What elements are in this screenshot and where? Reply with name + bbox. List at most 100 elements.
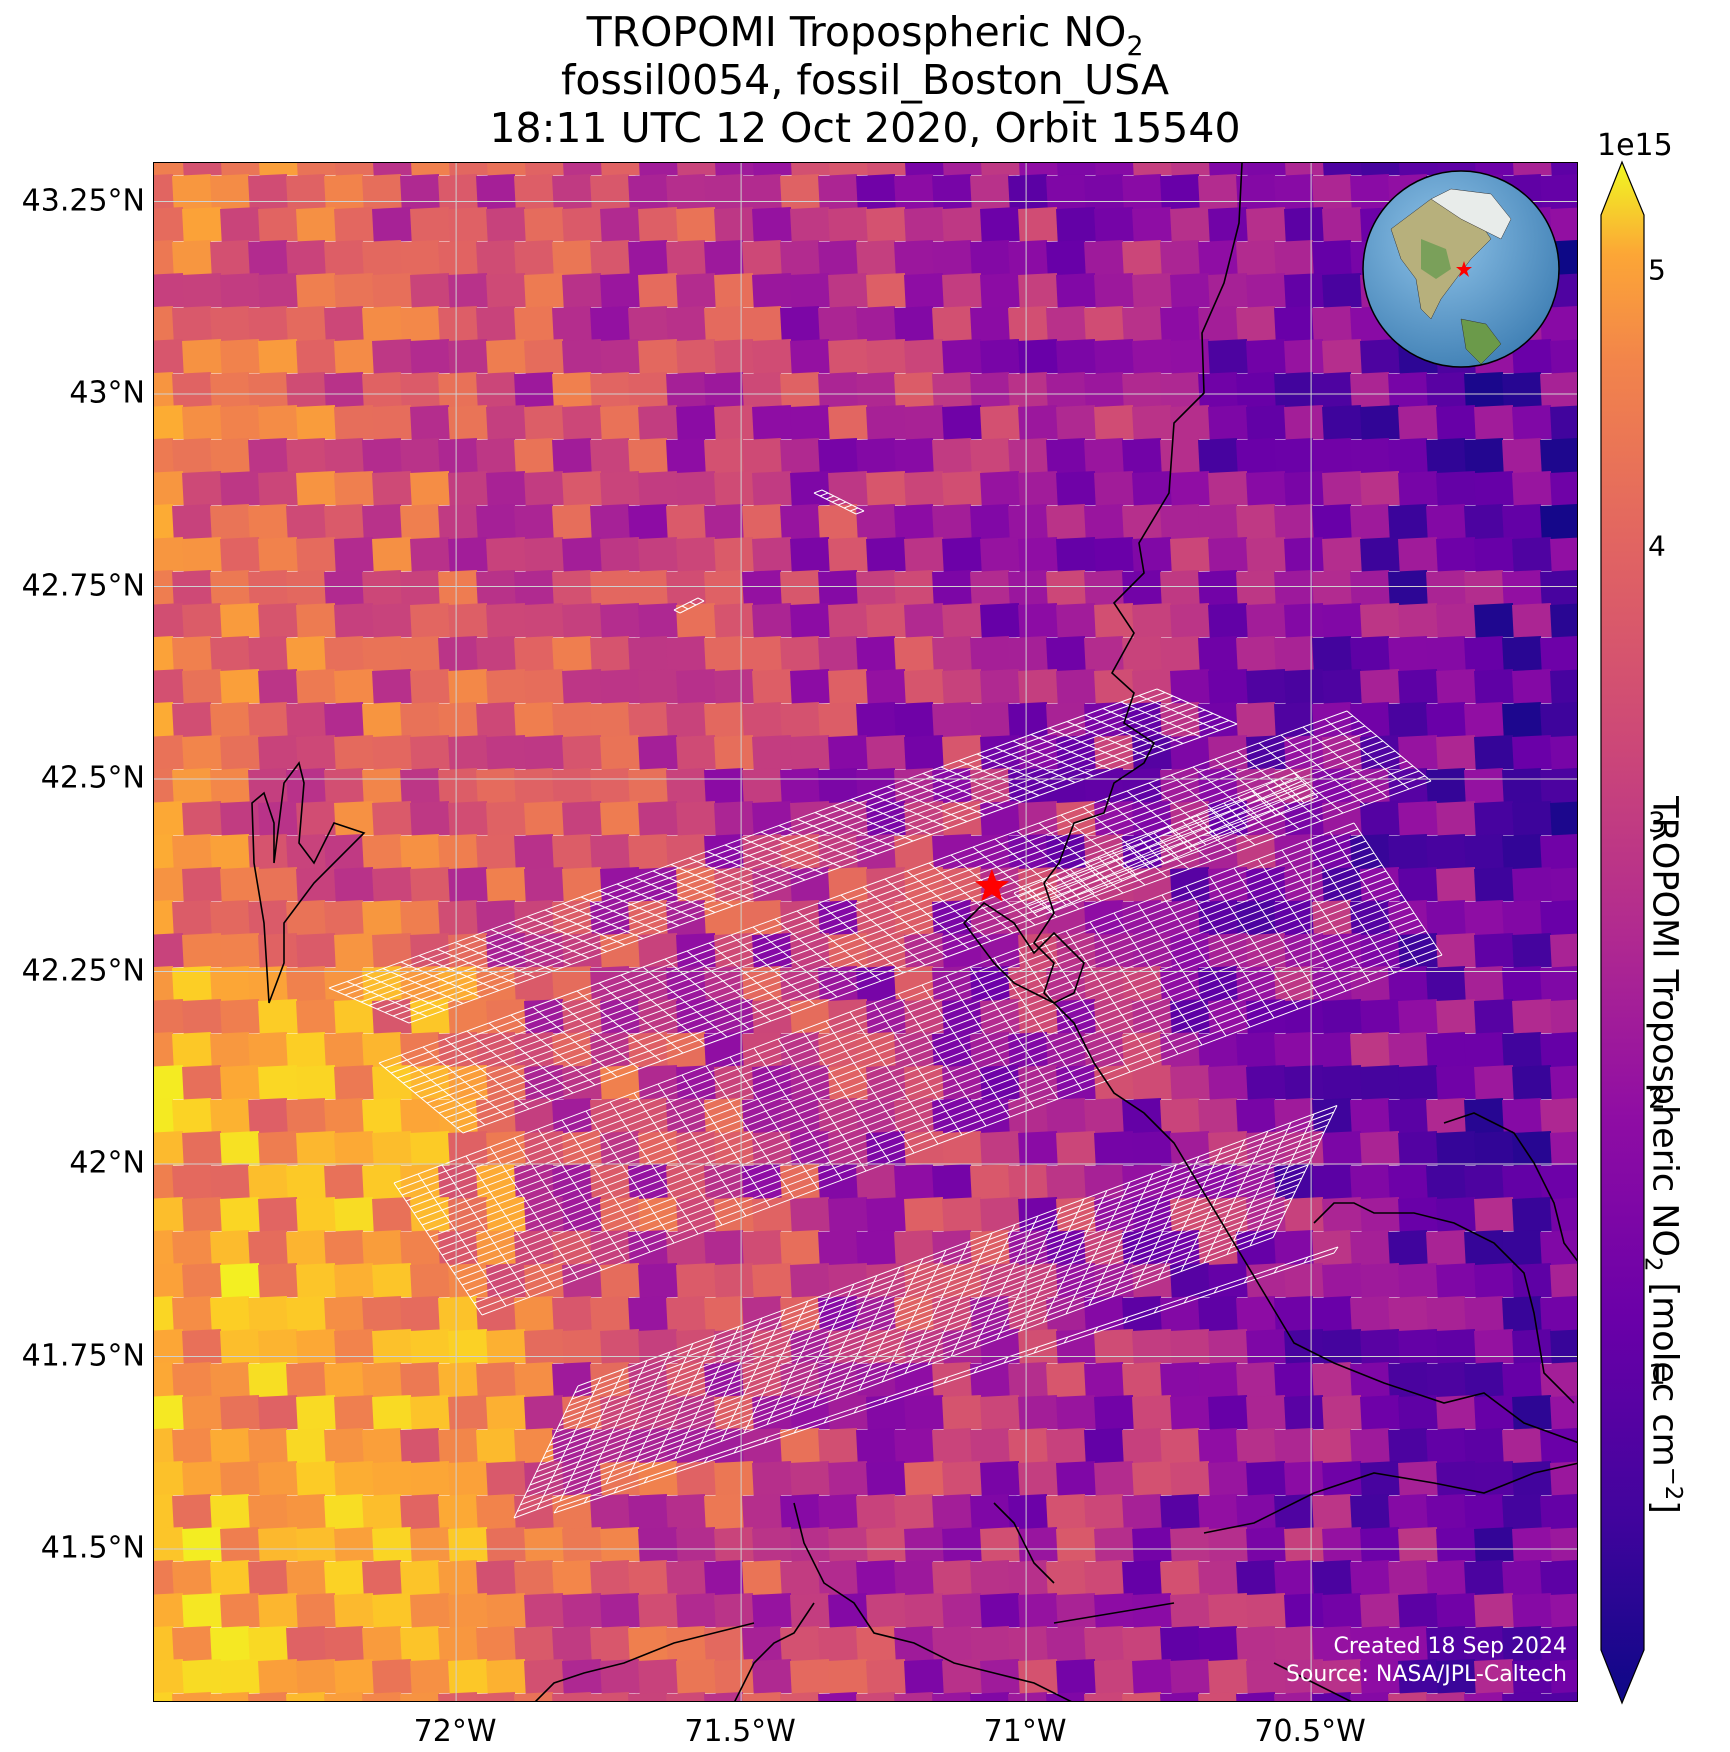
no2-pixel xyxy=(447,272,489,309)
no2-pixel xyxy=(258,1592,299,1629)
no2-pixel xyxy=(1046,1361,1087,1398)
no2-pixel xyxy=(780,239,821,276)
no2-pixel xyxy=(562,668,603,705)
no2-pixel xyxy=(1512,866,1553,903)
no2-pixel xyxy=(334,998,375,1035)
no2-pixel xyxy=(780,305,821,342)
no2-pixel xyxy=(1093,866,1135,903)
no2-pixel xyxy=(1359,734,1401,771)
no2-pixel xyxy=(1008,1625,1049,1662)
no2-pixel xyxy=(1511,1328,1553,1365)
no2-pixel xyxy=(741,305,783,342)
no2-pixel xyxy=(742,437,783,474)
no2-pixel xyxy=(1388,767,1429,804)
no2-pixel xyxy=(1426,833,1467,870)
no2-pixel xyxy=(1511,1526,1553,1563)
no2-pixel xyxy=(1046,833,1087,870)
no2-pixel xyxy=(1350,635,1391,672)
no2-pixel xyxy=(1473,536,1515,573)
no2-pixel xyxy=(1283,1064,1325,1101)
no2-pixel xyxy=(790,1064,831,1101)
no2-pixel xyxy=(524,1526,565,1563)
no2-pixel xyxy=(638,163,679,177)
islands-south xyxy=(1053,1462,1577,1701)
no2-pixel xyxy=(1540,1031,1577,1068)
no2-pixel xyxy=(296,1394,337,1431)
no2-pixel xyxy=(1464,1361,1505,1398)
no2-pixel xyxy=(856,833,897,870)
footprint-line xyxy=(703,1456,709,1464)
no2-pixel xyxy=(790,866,831,903)
no2-pixel xyxy=(1502,767,1543,804)
no2-pixel xyxy=(1312,1427,1353,1464)
no2-pixel xyxy=(1540,569,1577,606)
no2-pixel xyxy=(666,1691,707,1701)
no2-pixel xyxy=(980,1592,1021,1629)
no2-pixel xyxy=(1274,437,1315,474)
no2-pixel xyxy=(220,734,261,771)
no2-pixel xyxy=(1312,1163,1353,1200)
no2-pixel xyxy=(866,163,907,177)
footprint-line xyxy=(469,936,1431,1298)
no2-pixel xyxy=(400,1559,441,1596)
no2-pixel xyxy=(210,1493,251,1530)
footprint-line xyxy=(417,858,1379,1220)
lat-tick-label: 43°N xyxy=(69,375,145,411)
no2-pixel xyxy=(970,503,1011,540)
no2-pixel xyxy=(154,1295,175,1332)
no2-pixel xyxy=(1018,1592,1059,1629)
no2-pixel xyxy=(476,371,517,408)
no2-pixel xyxy=(154,1064,185,1101)
no2-pixel xyxy=(1198,569,1239,606)
footprint-line xyxy=(1017,776,1299,898)
no2-pixel xyxy=(154,1460,185,1497)
no2-pixel xyxy=(970,1691,1011,1701)
no2-pixel xyxy=(1132,163,1173,177)
no2-pixel xyxy=(742,701,783,738)
no2-pixel xyxy=(790,163,831,177)
no2-pixel xyxy=(1388,1427,1429,1464)
no2-pixel xyxy=(1397,163,1439,177)
no2-pixel xyxy=(1398,404,1439,441)
no2-pixel xyxy=(154,163,185,177)
no2-map[interactable] xyxy=(154,163,1578,1702)
no2-pixel xyxy=(1474,1196,1515,1233)
no2-pixel xyxy=(780,1493,821,1530)
no2-pixel xyxy=(1046,965,1087,1002)
no2-pixel xyxy=(1273,1295,1315,1332)
no2-pixel xyxy=(372,998,413,1035)
no2-pixel xyxy=(1550,272,1577,309)
no2-pixel xyxy=(1321,1526,1363,1563)
no2-pixel xyxy=(362,173,403,210)
no2-pixel xyxy=(742,1691,783,1701)
footprint-line xyxy=(441,894,1403,1256)
footprint-line xyxy=(574,1111,1334,1394)
no2-pixel xyxy=(1425,899,1467,936)
no2-pixel xyxy=(1550,1460,1577,1497)
map-panel[interactable]: Created 18 Sep 2024 Source: NASA/JPL-Cal… xyxy=(153,162,1578,1702)
no2-pixel xyxy=(247,833,289,870)
footprint-line xyxy=(1153,1306,1159,1314)
no2-pixel xyxy=(154,272,185,309)
coastline-main xyxy=(1032,163,1577,1444)
no2-pixel xyxy=(552,701,593,738)
no2-pixel xyxy=(1549,1130,1577,1167)
no2-pixel xyxy=(182,404,223,441)
no2-pixel xyxy=(1321,536,1363,573)
colorbar-label: TROPOMI Tropospheric NO2 [molec cm−2] xyxy=(1639,796,1686,1514)
no2-pixel xyxy=(247,173,289,210)
no2-pixel xyxy=(258,206,299,243)
no2-pixel xyxy=(1198,767,1239,804)
no2-pixel xyxy=(182,1592,223,1629)
no2-pixel xyxy=(514,701,555,738)
no2-pixel xyxy=(400,239,441,276)
no2-pixel xyxy=(562,272,603,309)
no2-pixel xyxy=(1236,833,1277,870)
no2-pixel xyxy=(1321,1328,1363,1365)
no2-pixel xyxy=(324,965,365,1002)
no2-pixel xyxy=(932,437,973,474)
no2-pixel xyxy=(182,1658,223,1695)
no2-pixel xyxy=(1550,404,1577,441)
no2-pixel xyxy=(1236,1427,1277,1464)
no2-pixel xyxy=(1512,1262,1553,1299)
